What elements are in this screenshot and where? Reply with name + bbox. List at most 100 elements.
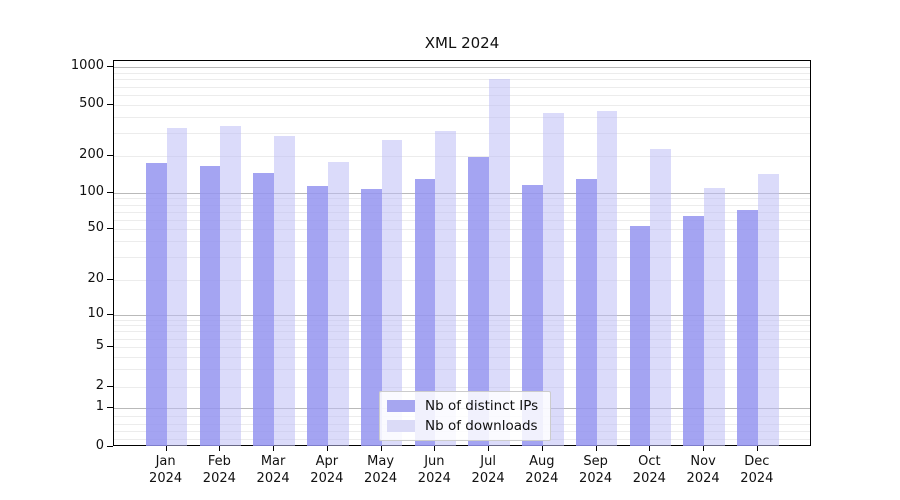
x-tick-label: Jul 2024 xyxy=(471,454,505,486)
x-tick-label: Oct 2024 xyxy=(632,454,666,486)
gridline-major xyxy=(114,67,810,68)
gridline-minor xyxy=(114,257,810,259)
bar-distinct-ips xyxy=(145,163,167,446)
gridline-minor xyxy=(114,241,810,243)
legend: Nb of distinct IPs Nb of downloads xyxy=(379,391,552,441)
gridline-minor xyxy=(114,387,810,388)
x-tick-label: Feb 2024 xyxy=(202,454,236,486)
gridline-minor xyxy=(114,280,810,281)
gridline-minor xyxy=(114,356,810,358)
x-tick-label: Jan 2024 xyxy=(149,454,183,486)
y-axis-tick xyxy=(107,192,113,193)
x-axis-tick xyxy=(434,446,436,451)
bar-distinct-ips xyxy=(468,156,490,446)
bar-distinct-ips xyxy=(360,189,382,446)
legend-label-distinct-ips: Nb of distinct IPs xyxy=(425,398,539,414)
x-axis-tick xyxy=(703,446,705,451)
y-tick-label: 2 xyxy=(95,378,104,393)
y-tick-label: 100 xyxy=(79,184,104,199)
legend-swatch-distinct-ips xyxy=(387,400,415,412)
y-axis-tick xyxy=(107,155,113,156)
x-axis-tick xyxy=(326,446,328,451)
bar-layer xyxy=(114,61,810,446)
x-tick-label: Sep 2024 xyxy=(579,454,613,486)
y-tick-label: 1 xyxy=(95,399,104,414)
bar-downloads xyxy=(757,173,779,446)
bar-distinct-ips xyxy=(199,166,221,446)
gridline-minor xyxy=(114,105,810,106)
x-axis-tick xyxy=(165,446,167,451)
x-axis-tick xyxy=(756,446,758,451)
y-axis-tick xyxy=(107,446,113,447)
gridline-minor xyxy=(114,229,810,230)
y-tick-label: 0 xyxy=(95,438,104,453)
bar-downloads xyxy=(704,187,725,446)
x-tick-label: Jun 2024 xyxy=(417,454,451,486)
gridline-minor xyxy=(114,211,810,213)
x-axis-tick xyxy=(595,446,597,451)
x-axis-tick xyxy=(488,446,490,451)
y-axis-tick xyxy=(107,346,113,347)
gridline-major xyxy=(114,315,810,316)
y-tick-label: 20 xyxy=(87,271,104,286)
gridline-minor xyxy=(114,133,810,135)
gridline-minor xyxy=(114,319,810,321)
bar-downloads xyxy=(650,149,672,446)
bar-downloads xyxy=(542,112,564,446)
y-tick-label: 5 xyxy=(95,338,104,353)
gridline-minor xyxy=(114,347,810,348)
gridline-minor xyxy=(114,219,810,221)
x-tick-label: Aug 2024 xyxy=(525,454,559,486)
legend-item-downloads: Nb of downloads xyxy=(387,416,538,436)
y-tick-label: 50 xyxy=(87,220,104,235)
bar-downloads xyxy=(220,126,242,446)
gridline-minor xyxy=(114,198,810,200)
y-axis-tick xyxy=(107,407,113,408)
y-tick-label: 500 xyxy=(79,96,104,111)
bar-downloads xyxy=(166,128,188,446)
x-axis-tick xyxy=(380,446,382,451)
y-axis-tick xyxy=(107,314,113,315)
y-tick-label: 10 xyxy=(87,306,104,321)
gridline-minor xyxy=(114,325,810,327)
gridline-minor xyxy=(114,156,810,157)
gridline-minor xyxy=(114,204,810,206)
gridline-minor xyxy=(114,331,810,333)
y-axis-tick xyxy=(107,66,113,67)
bar-downloads xyxy=(274,135,295,446)
y-axis-tick xyxy=(107,228,113,229)
y-axis-tick xyxy=(107,279,113,280)
gridline-minor xyxy=(114,86,810,88)
x-tick-label: Apr 2024 xyxy=(310,454,344,486)
gridline-minor xyxy=(114,338,810,340)
bar-downloads xyxy=(327,162,349,446)
x-axis-tick xyxy=(541,446,543,451)
bar-downloads xyxy=(489,78,510,446)
y-axis-tick xyxy=(107,386,113,387)
gridline-major xyxy=(114,193,810,194)
bar-distinct-ips xyxy=(737,210,758,446)
y-axis-tick xyxy=(107,104,113,105)
legend-swatch-downloads xyxy=(387,420,415,432)
bar-distinct-ips xyxy=(683,216,705,446)
bar-distinct-ips xyxy=(575,179,597,446)
x-axis-tick xyxy=(649,446,651,451)
x-tick-label: May 2024 xyxy=(364,454,398,486)
bar-distinct-ips xyxy=(522,185,543,446)
x-axis-tick xyxy=(219,446,221,451)
bar-distinct-ips xyxy=(414,178,436,446)
gridline-minor xyxy=(114,95,810,96)
chart-title: XML 2024 xyxy=(424,34,500,52)
gridline-minor xyxy=(114,79,810,81)
x-axis-tick xyxy=(273,446,275,451)
bar-distinct-ips xyxy=(629,225,651,446)
x-tick-label: Mar 2024 xyxy=(256,454,290,486)
gridline-minor xyxy=(114,72,810,74)
y-tick-label: 1000 xyxy=(70,58,104,73)
legend-item-distinct-ips: Nb of distinct IPs xyxy=(387,396,538,416)
bar-distinct-ips xyxy=(307,186,328,446)
bar-downloads xyxy=(381,140,403,446)
gridline-minor xyxy=(114,369,810,371)
bar-downloads xyxy=(596,111,618,446)
